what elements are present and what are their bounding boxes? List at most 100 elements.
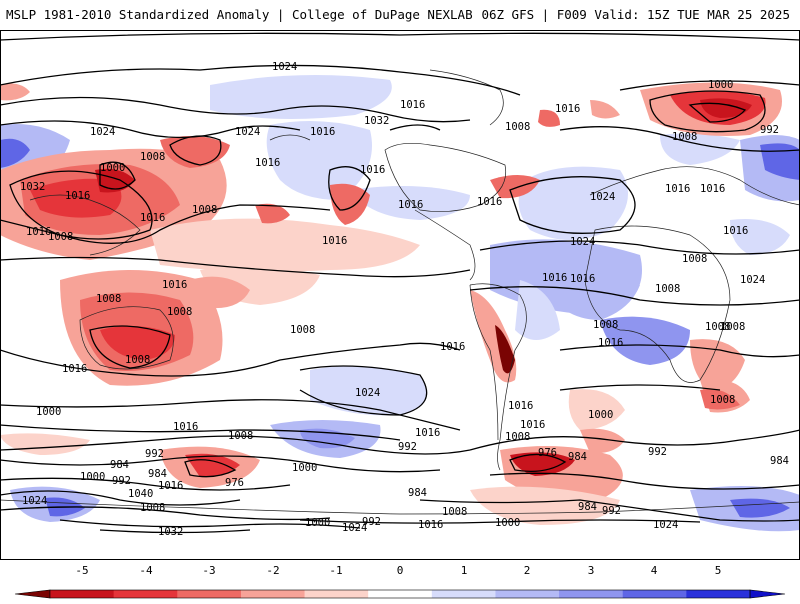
isobar-label: 1000 — [708, 79, 733, 91]
isobar-label: 1000 — [80, 471, 105, 483]
isobar-label: 992 — [760, 124, 779, 136]
isobar-label: 1016 — [158, 480, 183, 492]
map-panel: 1024 1016 1032 1008 1000 992 1024 1016 1… — [0, 30, 800, 560]
isobar-label: 1024 — [272, 61, 297, 73]
isobar-label: 1008 — [290, 324, 315, 336]
colorbar-tick-label: -2 — [266, 564, 279, 577]
colorbar-graphic: -5 -4 -3 -2 -1 0 1 2 3 4 5 — [14, 564, 786, 599]
isobar-label: 1024 — [590, 191, 615, 203]
isobar-label: 976 — [225, 477, 244, 489]
isobar-label: 992 — [602, 505, 621, 517]
isobar-label: 1000 — [305, 517, 330, 529]
isobar-label: 1008 — [720, 321, 745, 333]
isobar-label: 992 — [398, 441, 417, 453]
isobar-label: 1016 — [360, 164, 385, 176]
isobar-label: 1008 — [96, 293, 121, 305]
colorbar-tick-label: 3 — [588, 564, 595, 577]
isobar-label: 1016 — [310, 126, 335, 138]
colorbar-swatch — [559, 590, 624, 598]
isobar-label: 1016 — [665, 183, 690, 195]
isobar-label: 984 — [568, 451, 587, 463]
colorbar-swatch — [304, 590, 369, 598]
colorbar-swatch — [177, 590, 242, 598]
isobar-label: 1008 — [140, 502, 165, 514]
isobar-label: 1008 — [505, 431, 530, 443]
isobar-label: 1016 — [398, 199, 423, 211]
colorbar-tick-label: 4 — [651, 564, 658, 577]
isobar-label: 1016 — [555, 103, 580, 115]
colorbar-swatch — [368, 590, 433, 598]
isobar-label: 1016 — [520, 419, 545, 431]
isobar-label: 1008 — [48, 231, 73, 243]
isobar-labels: 1024 1016 1032 1008 1000 992 1024 1016 1… — [20, 61, 789, 538]
isobar-label: 1024 — [342, 522, 367, 534]
isobar-label: 1024 — [740, 274, 765, 286]
isobar-label: 1000 — [588, 409, 613, 421]
isobar-label: 1000 — [36, 406, 61, 418]
colorbar-tick-label: -5 — [75, 564, 88, 577]
isobar-label: 1016 — [700, 183, 725, 195]
negative-anomaly-shading — [0, 82, 782, 525]
isobar-label: 1016 — [162, 279, 187, 291]
isobar-label: 1016 — [322, 235, 347, 247]
isobar-label: 1008 — [672, 131, 697, 143]
colorbar-tick-label: 2 — [524, 564, 531, 577]
isobar-label: 1008 — [682, 253, 707, 265]
isobar-label: 1016 — [598, 337, 623, 349]
isobar-label: 1016 — [400, 99, 425, 111]
isobars — [0, 32, 800, 534]
isobar-label: 1016 — [62, 363, 87, 375]
isobar-label: 984 — [408, 487, 427, 499]
colorbar: -5 -4 -3 -2 -1 0 1 2 3 4 5 — [0, 562, 800, 600]
anomaly-map: 1024 1016 1032 1008 1000 992 1024 1016 1… — [0, 30, 800, 560]
colorbar-swatch — [431, 590, 496, 598]
colorbar-tick-label: 0 — [397, 564, 404, 577]
isobar-label: 1016 — [477, 196, 502, 208]
isobar-label: 984 — [110, 459, 129, 471]
isobar-label: 976 — [538, 447, 557, 459]
isobar-label: 984 — [578, 501, 597, 513]
isobar-label: 1008 — [593, 319, 618, 331]
colorbar-swatch — [14, 589, 51, 599]
isobar-label: 1016 — [508, 400, 533, 412]
isobar-label: 1008 — [192, 204, 217, 216]
isobar-label: 1008 — [655, 283, 680, 295]
colorbar-tick-label: 5 — [715, 564, 722, 577]
isobar-label: 1016 — [723, 225, 748, 237]
colorbar-tick-label: -3 — [202, 564, 215, 577]
isobar-label: 1016 — [440, 341, 465, 353]
colorbar-swatch — [495, 590, 560, 598]
colorbar-tick-labels: -5 -4 -3 -2 -1 0 1 2 3 4 5 — [75, 564, 721, 577]
isobar-label: 1024 — [90, 126, 115, 138]
isobar-label: 1016 — [26, 226, 51, 238]
colorbar-swatch — [686, 590, 751, 598]
isobar-label: 1008 — [505, 121, 530, 133]
colorbar-tick-label: 1 — [461, 564, 468, 577]
colorbar-swatch — [113, 590, 178, 598]
map-title: MSLP 1981-2010 Standardized Anomaly | Co… — [6, 7, 473, 22]
colorbar-swatch — [240, 590, 306, 598]
colorbar-swatches — [14, 589, 786, 599]
colorbar-tick-label: -4 — [139, 564, 153, 577]
colorbar-swatch — [50, 590, 115, 598]
isobar-label: 1008 — [228, 430, 253, 442]
isobar-label: 1000 — [495, 517, 520, 529]
isobar-label: 1024 — [22, 495, 47, 507]
colorbar-swatch — [749, 589, 786, 599]
isobar-label: 1016 — [570, 273, 595, 285]
colorbar-swatch — [622, 590, 687, 598]
isobar-label: 1016 — [173, 421, 198, 433]
isobar-label: 1000 — [292, 462, 317, 474]
isobar-label: 1016 — [140, 212, 165, 224]
isobar-label: 992 — [362, 516, 381, 528]
isobar-label: 1008 — [167, 306, 192, 318]
coastlines — [0, 69, 800, 515]
isobar-label: 1000 — [100, 162, 125, 174]
isobar-label: 992 — [145, 448, 164, 460]
isobar-label: 984 — [148, 468, 167, 480]
isobar-label: 1032 — [158, 526, 183, 538]
isobar-label: 1016 — [542, 272, 567, 284]
header: MSLP 1981-2010 Standardized Anomaly | Co… — [0, 0, 800, 30]
isobar-label: 992 — [112, 475, 131, 487]
isobar-label: 1040 — [128, 488, 153, 500]
